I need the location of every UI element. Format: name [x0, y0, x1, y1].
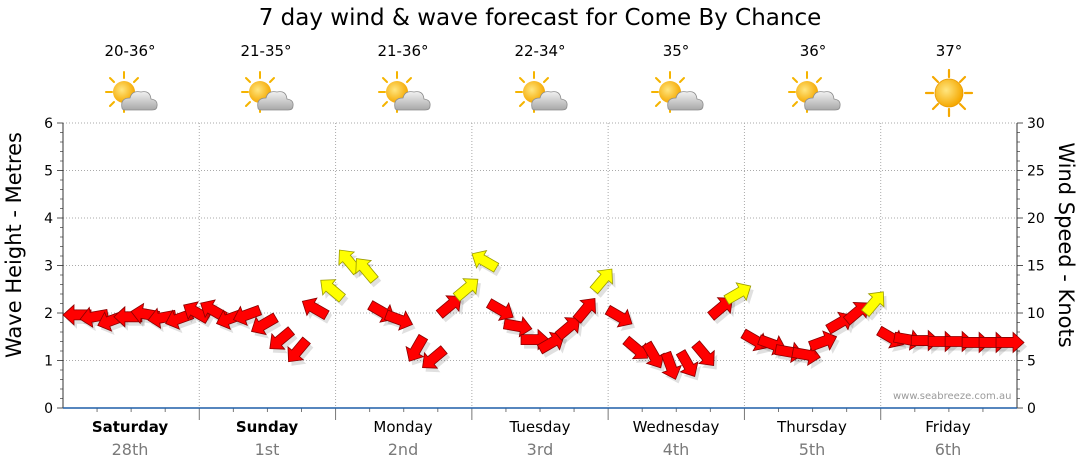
wind-arrow: [250, 312, 279, 336]
y-tick-label-left: 3: [44, 259, 53, 275]
day-label-6: Thursday 5th: [777, 418, 847, 459]
wind-arrow: [269, 326, 296, 350]
wind-arrow: [79, 306, 110, 328]
wind-arrow: [554, 317, 581, 341]
forecast-temp: 21-35°: [240, 42, 292, 60]
wind-arrow: [808, 330, 838, 352]
forecast-day-5: 35°: [626, 42, 726, 118]
wind-arrow: [641, 340, 665, 369]
wind-arrow: [405, 333, 429, 362]
chart-title: 7 day wind & wave forecast for Come By C…: [258, 5, 822, 31]
y-tick-label-left: 4: [44, 211, 53, 227]
y-tick-label-left: 0: [44, 401, 53, 417]
day-label-3: Monday 2nd: [373, 418, 433, 459]
wind-arrow: [502, 316, 533, 338]
forecast-day-6: 36°: [763, 42, 863, 118]
forecast-temp: 21-36°: [377, 42, 429, 60]
y-tick-label-right: 0: [1027, 401, 1036, 417]
day-label-1: Saturday 28th: [91, 418, 169, 459]
day-label-7: Friday 6th: [925, 418, 971, 459]
y-tick-label-left: 2: [44, 306, 53, 322]
forecast-day-3: 21-36°: [353, 42, 453, 118]
wind-arrow: [435, 295, 462, 319]
wind-arrow: [723, 282, 752, 305]
day-label-4: Tuesday 3rd: [509, 418, 571, 459]
y-tick-label-right: 15: [1027, 259, 1045, 275]
credit-text: www.seabreeze.com.au: [893, 391, 1012, 402]
wind-arrow: [536, 331, 565, 355]
wind-arrow: [383, 309, 414, 331]
day-label-5: Wednesday 4th: [632, 418, 720, 459]
y-tick-label-left: 1: [44, 354, 53, 370]
wind-arrow: [232, 304, 263, 327]
wind-arrow: [589, 268, 613, 295]
wind-arrow: [301, 297, 330, 321]
forecast-day-4: 22-34°: [490, 42, 590, 118]
forecast-temp: 36°: [799, 42, 827, 60]
y-tick-label-left: 5: [44, 164, 53, 180]
wind-arrow: [604, 304, 633, 328]
wind-arrow: [860, 291, 885, 318]
forecast-day-7: 37°: [899, 42, 999, 118]
forecast-temp: 22-34°: [514, 42, 566, 60]
wind-arrow: [572, 298, 596, 324]
y-tick-label-right: 30: [1027, 116, 1045, 132]
y-tick-label-left: 6: [44, 116, 53, 132]
y-tick-label-right: 10: [1027, 306, 1045, 322]
y-tick-label-right: 25: [1027, 164, 1045, 180]
forecast-temp: 20-36°: [104, 42, 156, 60]
wind-arrow: [355, 258, 379, 284]
wind-arrow: [287, 336, 311, 363]
y-tick-label-right: 20: [1027, 211, 1045, 227]
wind-arrow: [471, 250, 500, 273]
forecast-temp: 37°: [935, 42, 963, 60]
forecast-temp: 35°: [662, 42, 690, 60]
wind-arrow: [660, 350, 682, 380]
wind-arrow: [452, 278, 479, 302]
y-tick-label-right: 5: [1027, 354, 1036, 370]
day-label-2: Sunday 1st: [235, 418, 299, 459]
wind-arrow: [675, 349, 699, 377]
wind-arrow: [995, 331, 1025, 354]
wind-arrow: [320, 279, 346, 303]
wind-arrow: [691, 340, 715, 366]
wind-arrow: [707, 297, 733, 321]
forecast-day-2: 21-35°: [216, 42, 316, 118]
forecast-day-1: 20-36°: [80, 42, 180, 118]
wind-arrow: [422, 345, 448, 369]
